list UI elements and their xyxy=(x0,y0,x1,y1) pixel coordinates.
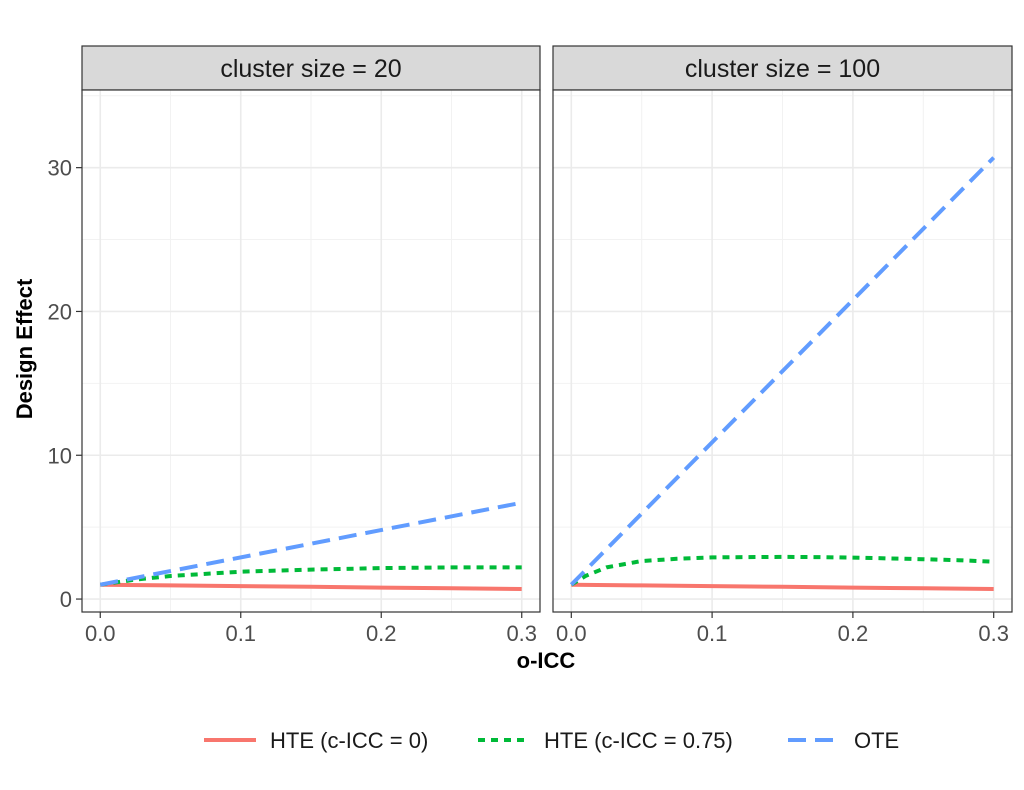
series-line xyxy=(100,582,522,591)
series-line xyxy=(100,565,522,587)
x-tick-label: 0.0 xyxy=(85,621,116,646)
series-line xyxy=(569,156,996,587)
y-tick-label: 10 xyxy=(48,443,72,468)
panel-2: cluster size = 100 xyxy=(552,45,1013,613)
legend-label: HTE (c-ICC = 0) xyxy=(270,728,428,753)
chart-panels: cluster size = 20 cluster size = 100 xyxy=(81,45,1013,613)
legend-item: OTE xyxy=(788,728,899,753)
y-axis-ticks: 0 10 20 30 xyxy=(48,156,82,612)
legend-item: HTE (c-ICC = 0) xyxy=(204,728,428,753)
facet-strip xyxy=(81,45,541,91)
y-tick-label: 30 xyxy=(48,156,72,181)
x-tick-label: 0.1 xyxy=(225,621,256,646)
series-line xyxy=(571,582,994,591)
x-tick-label: 0.0 xyxy=(556,621,587,646)
x-tick-label: 0.2 xyxy=(838,621,869,646)
x-axis-title: o-ICC xyxy=(517,648,576,673)
legend-label: HTE (c-ICC = 0.75) xyxy=(544,728,733,753)
x-axis-ticks: 0.0 0.1 0.2 0.3 0.0 0.1 0.2 0.3 xyxy=(85,612,1009,646)
facet-strip-label: cluster size = 100 xyxy=(685,55,880,83)
legend-label: OTE xyxy=(854,728,899,753)
facet-strip-label: cluster size = 20 xyxy=(220,55,401,83)
y-axis-title: Design Effect xyxy=(12,278,37,419)
panel-border xyxy=(552,89,1013,613)
x-tick-label: 0.3 xyxy=(978,621,1009,646)
panel-border xyxy=(81,89,541,613)
y-tick-label: 20 xyxy=(48,299,72,324)
x-tick-label: 0.3 xyxy=(506,621,537,646)
legend-item: HTE (c-ICC = 0.75) xyxy=(478,728,733,753)
y-tick-label: 0 xyxy=(60,587,72,612)
series-line xyxy=(99,500,523,587)
legend: HTE (c-ICC = 0) HTE (c-ICC = 0.75) OTE xyxy=(204,728,899,753)
x-tick-label: 0.1 xyxy=(697,621,728,646)
series-line xyxy=(570,554,994,587)
panel-1: cluster size = 20 xyxy=(81,45,541,613)
x-tick-label: 0.2 xyxy=(366,621,397,646)
